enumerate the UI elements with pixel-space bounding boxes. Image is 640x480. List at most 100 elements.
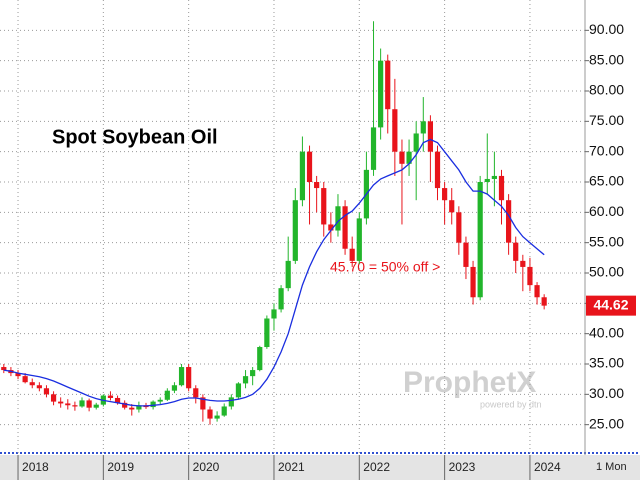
candle-body (114, 397, 121, 403)
last-price-box (586, 295, 636, 316)
x-tick-label: 2020 (193, 460, 220, 474)
x-tick-label: 2019 (107, 460, 134, 474)
candle-body (292, 200, 298, 261)
candle-body (136, 405, 142, 410)
candle-body (484, 178, 490, 182)
candle-body (513, 242, 519, 261)
last-price-label: 44.62 (593, 296, 628, 312)
date-axis-strip (0, 455, 640, 480)
candle-body (22, 376, 28, 383)
candle-body (491, 175, 497, 179)
candle-body (470, 266, 476, 298)
y-tick-label: 65.00 (589, 173, 624, 189)
candle-body (321, 188, 327, 225)
moving-average (3, 138, 545, 407)
y-tick-label: 55.00 (589, 233, 624, 249)
candle-body (498, 175, 505, 201)
candle-body (314, 182, 320, 189)
annotation: 45.70 = 50% off > (330, 259, 440, 275)
y-tick-label: 85.00 (589, 51, 624, 67)
candle-body (506, 200, 512, 243)
candle-body (129, 407, 135, 410)
candle-body (200, 397, 206, 410)
candle-body (43, 388, 50, 395)
candle-body (79, 400, 85, 407)
candle-body (456, 212, 462, 243)
candle-body (477, 182, 483, 298)
y-tick-label: 80.00 (589, 82, 624, 98)
candle-body (150, 401, 156, 408)
candle-body (335, 206, 341, 231)
y-tick-label: 25.00 (589, 415, 624, 431)
x-tick-label: 2022 (363, 460, 390, 474)
candle-body (328, 224, 334, 231)
y-tick-label: 75.00 (589, 112, 624, 128)
candle-body (299, 151, 306, 201)
candle-body (58, 401, 64, 404)
candle-body (122, 402, 128, 408)
candle-body (29, 382, 35, 386)
candle-body (278, 288, 284, 310)
candle-body (306, 151, 313, 182)
candle-body (463, 242, 469, 267)
candle-body (228, 397, 234, 407)
y-tick-label: 70.00 (589, 142, 624, 158)
candle-body (406, 151, 412, 164)
candle-body (449, 200, 455, 213)
candle-body (235, 383, 242, 398)
candle-body (349, 248, 355, 261)
y-tick-label: 90.00 (589, 21, 624, 37)
candle-body (178, 367, 185, 386)
candle-body (193, 388, 199, 398)
candle-body (207, 409, 213, 419)
candle-body (107, 395, 114, 398)
candle-body (370, 127, 377, 170)
candle-body (15, 373, 21, 377)
candle-body (250, 370, 256, 377)
candle-body (221, 406, 227, 416)
candle-body (385, 60, 391, 110)
candle-body (520, 260, 526, 267)
candle-body (285, 260, 291, 289)
candle-body (420, 121, 426, 134)
candle-body (93, 404, 99, 408)
watermark: ProphetX (403, 366, 536, 399)
candle-body (171, 385, 178, 391)
y-tick-label: 60.00 (589, 203, 624, 219)
candle-body (72, 405, 78, 407)
candle-body (392, 109, 398, 152)
chart-title: Spot Soybean Oil (52, 126, 218, 148)
watermark-sub: powered by dtn (480, 399, 542, 409)
candle-body (534, 285, 540, 298)
candle-body (1, 367, 7, 371)
y-tick-label: 40.00 (589, 324, 624, 340)
candle-body (342, 206, 348, 249)
candle-body (378, 60, 384, 128)
candle-body (399, 151, 405, 164)
y-tick-label: 50.00 (589, 264, 624, 280)
candle-body (86, 400, 92, 408)
x-tick-label: 2018 (22, 460, 49, 474)
candle-body (257, 347, 263, 371)
candle-body (157, 399, 163, 402)
y-tick-label: 30.00 (589, 385, 624, 401)
candle-body (164, 390, 170, 400)
candle-body (50, 394, 57, 402)
candle-body (65, 403, 71, 406)
candle-body (186, 367, 192, 389)
candle-body (242, 376, 249, 384)
candle-body (36, 385, 42, 389)
candle-body (527, 266, 533, 286)
candle-body (271, 309, 277, 319)
x-tick-label: 2021 (278, 460, 305, 474)
interval-label: 1 Mon (596, 461, 627, 473)
candle-body (413, 133, 419, 152)
candle-body (427, 121, 433, 152)
candle-body (442, 188, 448, 201)
candle-body (541, 297, 547, 306)
candle-body (264, 318, 270, 348)
candle-body (356, 218, 362, 261)
x-tick-label: 2024 (534, 460, 561, 474)
